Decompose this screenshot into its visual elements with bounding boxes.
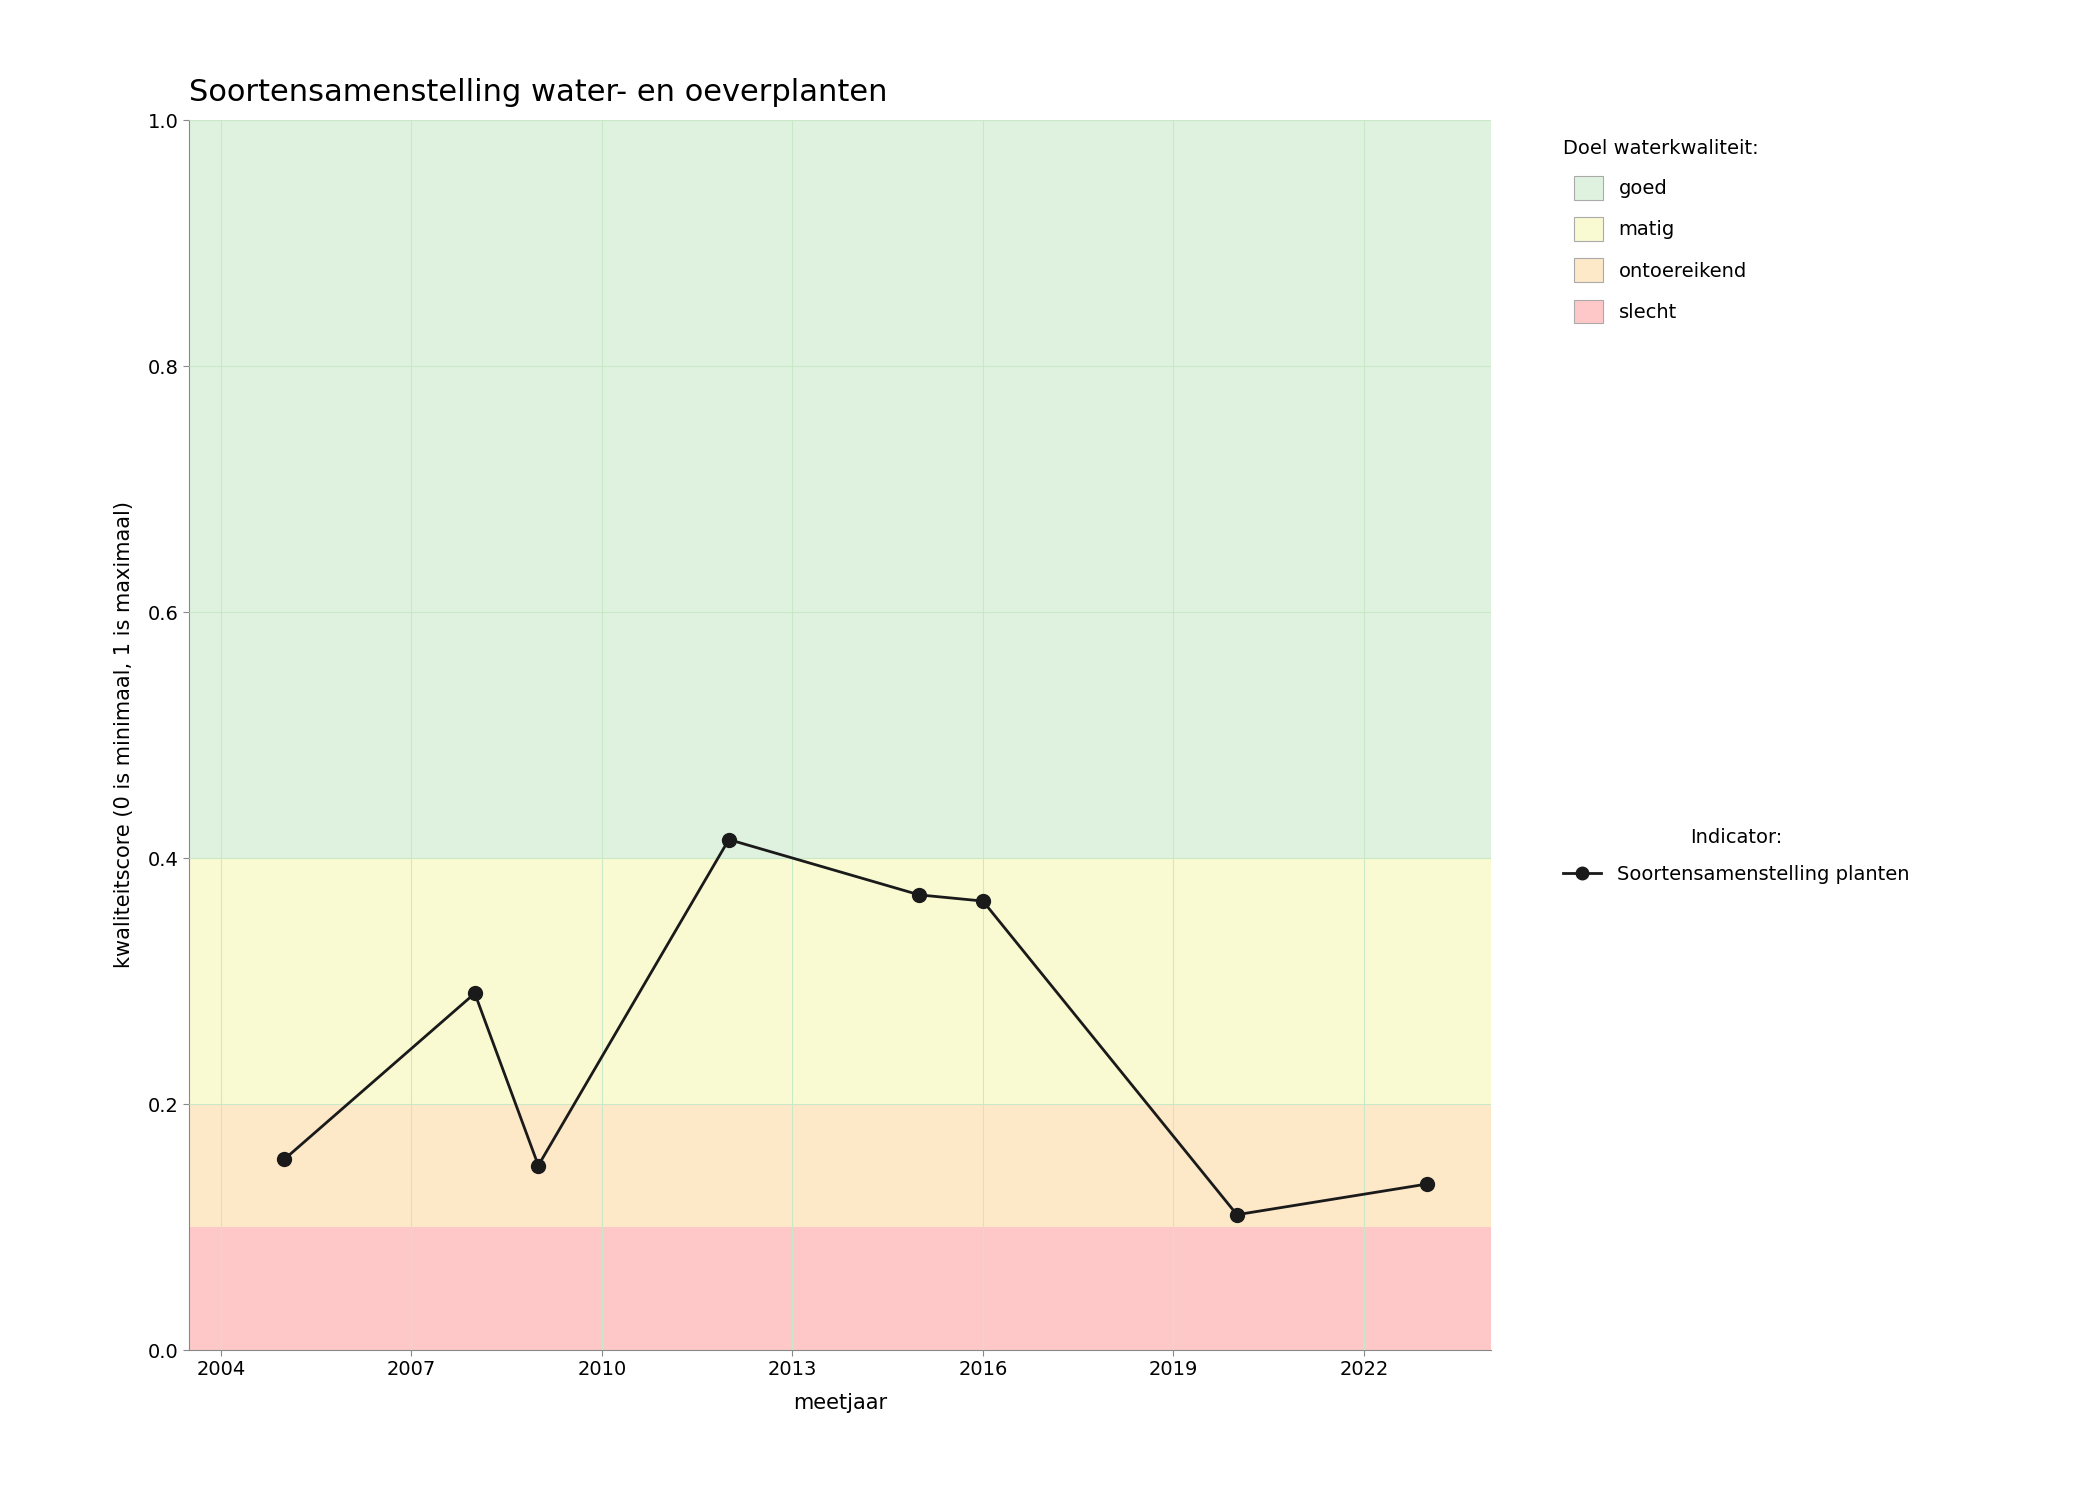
Legend: Soortensamenstelling planten: Soortensamenstelling planten [1552, 819, 1919, 894]
Bar [189, 120, 1491, 858]
Point [267, 1148, 300, 1172]
Y-axis label: kwaliteitscore (0 is minimaal, 1 is maximaal): kwaliteitscore (0 is minimaal, 1 is maxi… [113, 501, 134, 969]
Bar [189, 1227, 1491, 1350]
Point [712, 828, 746, 852]
Text: Soortensamenstelling water- en oeverplanten: Soortensamenstelling water- en oeverplan… [189, 78, 888, 106]
Point [458, 981, 491, 1005]
Point [966, 890, 1000, 914]
Point [903, 884, 937, 908]
X-axis label: meetjaar: meetjaar [794, 1394, 886, 1413]
Point [1220, 1203, 1254, 1227]
Bar [189, 1104, 1491, 1227]
Point [1411, 1172, 1445, 1196]
Bar [189, 858, 1491, 1104]
Point [521, 1154, 554, 1178]
